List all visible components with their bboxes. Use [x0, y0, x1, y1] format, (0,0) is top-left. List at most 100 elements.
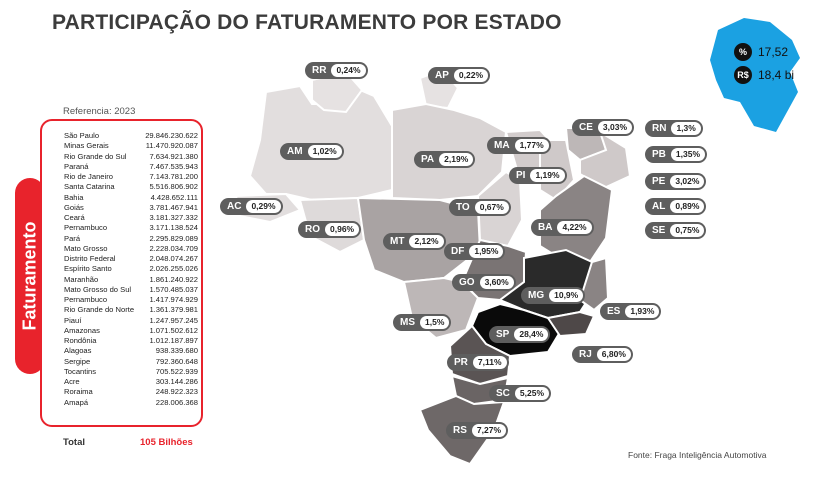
state-billing-value: 1.361.379.981	[149, 305, 198, 315]
state-name: Pernambuco	[64, 295, 108, 304]
table-row: Santa Catarina 5.516.806.902	[64, 182, 198, 192]
state-name: Pernambuco	[64, 223, 108, 233]
state-share: 4,22%	[557, 221, 592, 234]
state-label-al: AL 0,89%	[645, 198, 707, 215]
state-label-sp: SP 28,4%	[489, 326, 551, 343]
table-row: Paraná 7.467.535.943	[64, 162, 198, 172]
state-label-es: ES 1,93%	[600, 303, 662, 320]
state-code: AL	[652, 201, 666, 212]
state-name: Alagoas	[64, 346, 92, 356]
state-share: 0,96%	[325, 223, 360, 236]
state-billing-value: 11.470.920.087	[145, 141, 198, 151]
northeast-money-value: 18,4 bi	[758, 68, 795, 82]
state-code: AC	[227, 201, 242, 212]
state-share: 1,95%	[469, 245, 504, 258]
state-share: 3,03%	[597, 121, 633, 134]
state-code: RS	[453, 425, 467, 436]
state-name: Sergipe	[64, 356, 91, 366]
state-share: 1,02%	[307, 145, 342, 158]
state-code: RR	[312, 65, 327, 76]
table-row: Acre 303.144.286	[64, 377, 198, 387]
state-code: GO	[459, 277, 475, 288]
state-label-rs: RS 7,27%	[446, 422, 509, 439]
state-label-ap: AP 0,22%	[428, 67, 491, 84]
table-row: Distrito Federal 2.048.074.267	[64, 254, 198, 264]
state-billing-value: 303.144.286	[155, 377, 198, 386]
state-code: SC	[496, 388, 510, 399]
table-row: Bahia 4.428.652.111	[64, 193, 198, 203]
state-billing-value: 938.339.680	[155, 346, 198, 356]
state-name: Rio de Janeiro	[64, 172, 113, 181]
state-code: SE	[652, 225, 666, 236]
state-label-am: AM 1,02%	[280, 143, 344, 160]
total-value: 105 Bilhões	[140, 437, 193, 448]
percent-icon: %	[734, 43, 752, 61]
state-name: Roraima	[64, 387, 93, 397]
state-label-ba: BA 4,22%	[531, 219, 594, 236]
table-row: Pernambuco 1.417.974.929	[64, 295, 198, 305]
state-billing-value: 1.417.974.929	[149, 295, 198, 304]
state-billing-value: 792.360.648	[155, 356, 198, 366]
state-label-pr: PR 7,11%	[447, 354, 509, 371]
page-title: PARTICIPAÇÃO DO FATURAMENTO POR ESTADO	[52, 11, 562, 34]
state-code: RJ	[579, 349, 592, 360]
reference-year: Referencia: 2023	[63, 106, 136, 117]
state-label-rr: RR 0,24%	[305, 62, 368, 79]
state-name: Rio Grande do Norte	[64, 305, 135, 315]
state-name: Pará	[64, 233, 81, 243]
money-icon: R$	[734, 66, 752, 84]
state-name: Paraná	[64, 161, 89, 171]
table-row: Mato Grosso do Sul 1.570.485.037	[64, 285, 198, 295]
state-share: 2,12%	[409, 235, 444, 248]
state-label-ms: MS 1,5%	[393, 314, 452, 331]
state-label-sc: SC 5,25%	[489, 385, 552, 402]
state-shape-RJ	[546, 310, 596, 338]
state-code: ES	[607, 306, 621, 317]
state-share: 1,35%	[670, 148, 706, 161]
state-billing-value: 3.781.467.941	[149, 202, 198, 212]
state-billing-value: 3.181.327.332	[149, 213, 198, 222]
table-row: Maranhão 1.861.240.922	[64, 275, 198, 285]
state-code: PB	[652, 149, 666, 160]
state-code: SP	[496, 329, 510, 340]
state-code: PI	[516, 170, 526, 181]
state-code: AP	[435, 70, 449, 81]
state-billing-value: 228.006.368	[155, 397, 198, 407]
state-share: 5,25%	[514, 387, 550, 400]
state-share: 0,22%	[453, 69, 489, 82]
state-share: 28,4%	[514, 328, 549, 341]
state-code: BA	[538, 222, 553, 233]
table-row: Sergipe 792.360.648	[64, 357, 198, 367]
state-billing-value: 5.516.806.902	[149, 182, 198, 192]
table-row: Rondônia 1.012.187.897	[64, 336, 198, 346]
table-row: Mato Grosso 2.228.034.709	[64, 244, 198, 254]
state-code: DF	[451, 246, 465, 257]
table-row: Rio de Janeiro 7.143.781.200	[64, 172, 198, 182]
state-billing-value: 248.922.323	[155, 387, 198, 397]
state-share: 1,93%	[625, 305, 660, 318]
state-billing-value: 1.012.187.897	[149, 336, 198, 345]
state-name: Ceará	[64, 213, 85, 222]
state-label-se: SE 0,75%	[645, 222, 707, 239]
state-label-mg: MG 10,9%	[521, 287, 586, 304]
table-row: Ceará 3.181.327.332	[64, 213, 198, 223]
state-label-rj: RJ 6,80%	[572, 346, 633, 363]
state-share: 10,9%	[549, 289, 584, 302]
state-share: 3,02%	[670, 175, 705, 188]
state-label-pa: PA 2,19%	[414, 151, 476, 168]
state-code: PE	[652, 176, 666, 187]
state-billing-value: 2.026.255.026	[149, 264, 198, 274]
state-billing-value: 7.634.921.380	[149, 151, 198, 161]
state-code: AM	[287, 146, 303, 157]
billing-table: São Paulo 29.846.230.622 Minas Gerais 11.47…	[40, 119, 203, 427]
state-label-pb: PB 1,35%	[645, 146, 708, 163]
state-billing-value: 705.522.939	[155, 366, 198, 376]
state-billing-value: 29.846.230.622	[145, 131, 198, 140]
state-share: 7,11%	[472, 356, 507, 369]
state-share: 0,67%	[474, 201, 509, 214]
state-name: Piauí	[64, 315, 82, 325]
table-row: Minas Gerais 11.470.920.087	[64, 141, 198, 151]
state-billing-value: 1.861.240.922	[149, 274, 198, 284]
state-name: Santa Catarina	[64, 182, 115, 192]
table-row: Pernambuco 3.171.138.524	[64, 223, 198, 233]
